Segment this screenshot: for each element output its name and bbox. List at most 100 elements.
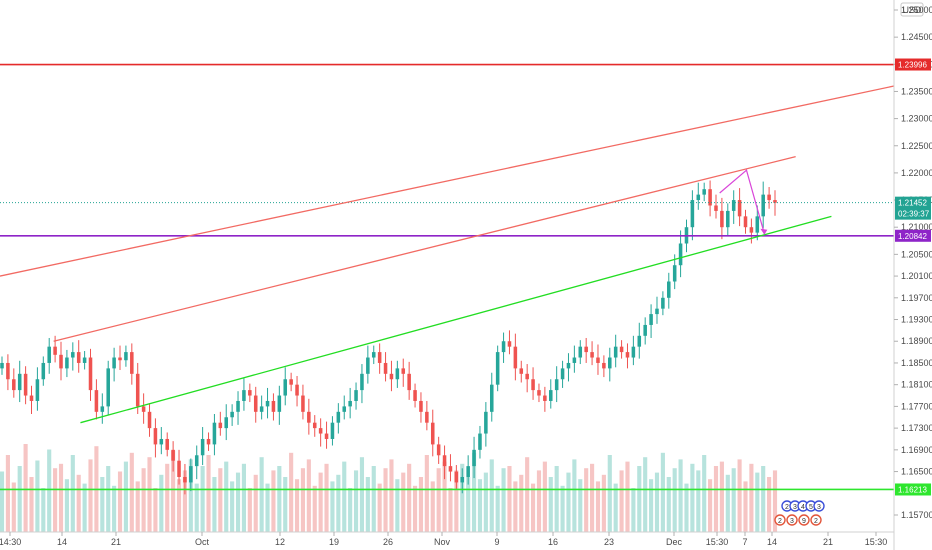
projection-arrowhead bbox=[760, 228, 768, 235]
candle-body bbox=[637, 335, 642, 347]
event-icons[interactable]: 2 3 4 5 32 3 9 2 bbox=[774, 500, 825, 526]
candle-body bbox=[277, 395, 282, 412]
volume-bar bbox=[507, 466, 512, 532]
price-tag bbox=[895, 483, 931, 496]
volume-bar bbox=[424, 455, 429, 532]
volume-bar bbox=[271, 470, 276, 532]
volume-bar bbox=[501, 468, 506, 532]
candle-body bbox=[608, 357, 612, 369]
candle-body bbox=[159, 438, 164, 445]
volume-bar bbox=[407, 463, 412, 532]
trend-line-lower-channel[interactable] bbox=[80, 215, 832, 424]
candle-body bbox=[94, 390, 99, 412]
event-icon-count: 2 bbox=[785, 504, 789, 511]
time-tick-label: 12 bbox=[275, 537, 285, 547]
volume-bar bbox=[772, 470, 778, 532]
volume-bar bbox=[64, 479, 69, 532]
volume-bar bbox=[5, 455, 10, 532]
trend-line-upper-channel-outer[interactable] bbox=[0, 85, 895, 277]
candle-body bbox=[460, 476, 465, 483]
volume-bar bbox=[76, 474, 81, 532]
candle-body bbox=[236, 400, 240, 412]
candle-body bbox=[106, 368, 110, 407]
candle-body bbox=[336, 411, 341, 423]
event-icon[interactable] bbox=[813, 500, 825, 512]
volume-bar bbox=[188, 459, 193, 532]
volume-bar bbox=[631, 488, 636, 532]
price-tick-label: 1.24500 bbox=[901, 32, 932, 42]
candle-body bbox=[6, 362, 10, 380]
candle-body bbox=[212, 422, 217, 445]
volume-bar bbox=[353, 470, 359, 532]
event-icon[interactable] bbox=[786, 514, 798, 526]
volume-bars bbox=[0, 444, 778, 532]
candle-body bbox=[360, 373, 364, 391]
volume-bar bbox=[88, 459, 93, 532]
event-icon-count: 3 bbox=[790, 518, 794, 525]
time-tick-label: 14 bbox=[767, 537, 777, 547]
candle-body bbox=[283, 379, 288, 396]
candle-body bbox=[501, 341, 506, 353]
price-tag-label: 02:39:37 bbox=[898, 210, 930, 219]
volume-bar bbox=[306, 459, 311, 532]
candle-body bbox=[383, 362, 388, 374]
time-tick-label: 15:30 bbox=[706, 537, 729, 547]
price-tag bbox=[895, 196, 931, 209]
candle-body bbox=[76, 352, 81, 363]
candle-body bbox=[65, 357, 69, 369]
candle-body bbox=[171, 449, 175, 461]
candle-body bbox=[602, 362, 606, 369]
candle-body bbox=[513, 346, 518, 369]
candle-body bbox=[696, 194, 701, 201]
candle-body bbox=[177, 460, 181, 477]
candle-body bbox=[312, 422, 317, 429]
volume-bar bbox=[412, 485, 418, 532]
candle-body bbox=[23, 373, 28, 396]
event-icon[interactable] bbox=[810, 514, 822, 526]
event-icon-count: 9 bbox=[802, 518, 806, 525]
event-icon-count: 4 bbox=[801, 504, 805, 511]
volume-bar bbox=[755, 472, 760, 532]
price-tick-label: 1.15700 bbox=[901, 510, 932, 520]
candle-body bbox=[430, 422, 435, 445]
drawings[interactable] bbox=[0, 63, 895, 491]
volume-bar bbox=[531, 483, 536, 532]
candle-body bbox=[377, 352, 382, 363]
volume-bar bbox=[253, 474, 258, 532]
volume-bar bbox=[112, 485, 117, 532]
candle-body bbox=[672, 265, 677, 282]
price-tag-label: 1.16213 bbox=[898, 485, 927, 494]
volume-bar bbox=[389, 459, 394, 532]
event-icon[interactable] bbox=[774, 514, 786, 526]
volume-bar bbox=[696, 470, 701, 532]
candle-body bbox=[135, 373, 140, 407]
volume-bar bbox=[58, 463, 64, 532]
volume-bar bbox=[466, 477, 471, 532]
candle-body bbox=[194, 455, 199, 467]
volume-bar bbox=[625, 461, 630, 532]
volume-bar bbox=[23, 444, 28, 532]
candles bbox=[0, 180, 777, 495]
candle-body bbox=[495, 352, 500, 385]
volume-bar bbox=[660, 452, 665, 532]
candle-body bbox=[761, 194, 765, 217]
price-axis[interactable] bbox=[894, 0, 932, 550]
candle-body bbox=[667, 281, 671, 298]
price-tick-label: 1.18100 bbox=[901, 380, 932, 390]
candle-body bbox=[549, 390, 553, 401]
projection-path[interactable] bbox=[719, 169, 765, 234]
volume-bar bbox=[0, 471, 5, 532]
candle-body bbox=[354, 390, 358, 401]
volume-bar bbox=[265, 483, 270, 532]
price-tick-label: 1.20500 bbox=[901, 249, 932, 259]
candle-body bbox=[726, 210, 730, 228]
candle-body bbox=[702, 189, 706, 195]
candle-body bbox=[613, 346, 618, 358]
trend-line-upper-channel-inner[interactable] bbox=[53, 155, 796, 342]
candle-body bbox=[566, 362, 571, 369]
event-icon[interactable] bbox=[798, 514, 810, 526]
candle-body bbox=[12, 379, 16, 391]
volume-bar bbox=[200, 466, 205, 532]
volume-bar bbox=[359, 457, 365, 532]
